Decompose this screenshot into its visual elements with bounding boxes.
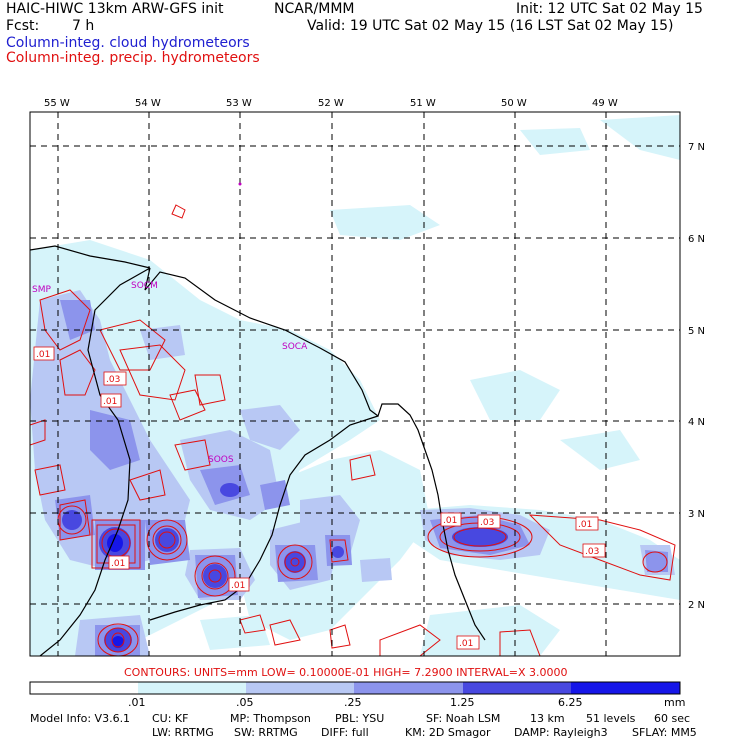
lon-label: 51 W	[410, 98, 436, 109]
lon-label: 55 W	[44, 98, 70, 109]
vertical-levels: 51 levels	[586, 712, 636, 725]
lon-label: 52 W	[318, 98, 344, 109]
station-label: SOCA	[282, 342, 308, 352]
lon-label: 54 W	[135, 98, 161, 109]
longwave-scheme: LW: RRTMG	[152, 726, 214, 739]
org-label: NCAR/MMM	[274, 1, 355, 17]
colorbar-tick: 6.25	[558, 696, 583, 709]
colorbar-bin	[463, 682, 571, 694]
surface-layer-option: SFLAY: MM5	[632, 726, 697, 739]
contour-label: .01	[443, 516, 457, 526]
model-version: Model Info: V3.6.1	[30, 712, 131, 725]
colorbar-bin	[246, 682, 354, 694]
station-label: SOCM	[131, 281, 158, 291]
diffusion-option: DIFF: full	[321, 726, 369, 739]
colorbar-bin	[571, 682, 680, 694]
microphysics-scheme: MP: Thompson	[230, 712, 311, 725]
contour-label: .01	[578, 520, 592, 530]
surface-scheme: SF: Noah LSM	[426, 712, 501, 725]
lat-labels: 7 N 6 N 5 N 4 N 3 N 2 N	[688, 142, 705, 611]
colorbar-tick: .01	[128, 696, 146, 709]
lat-label: 7 N	[688, 142, 705, 153]
model-title: HAIC-HIWC 13km ARW-GFS init	[6, 1, 224, 17]
contour-label: .01	[103, 397, 117, 407]
station-label: SOOS	[208, 455, 234, 465]
station-marker	[238, 182, 242, 186]
cloud-shading	[30, 115, 680, 656]
grid-lines	[30, 112, 680, 656]
colorbar-tick: .25	[344, 696, 362, 709]
lat-label: 6 N	[688, 234, 705, 245]
contour-label: .03	[480, 518, 494, 528]
lat-label: 3 N	[688, 509, 705, 520]
colorbar-bin	[138, 682, 246, 694]
lon-labels: 55 W 54 W 53 W 52 W 51 W 50 W 49 W	[44, 98, 618, 109]
station-label: SMP	[32, 285, 51, 295]
contour-label: .03	[106, 375, 120, 385]
lat-label: 5 N	[688, 326, 705, 337]
time-step: 60 sec	[654, 712, 691, 725]
lat-label: 4 N	[688, 417, 705, 428]
contour-label: .01	[111, 559, 125, 569]
colorbar	[29, 681, 681, 695]
contour-label: .01	[459, 639, 473, 649]
grid-spacing: 13 km	[530, 712, 565, 725]
map-frame	[29, 111, 681, 657]
colorbar-units: mm	[664, 696, 686, 709]
lon-label: 53 W	[226, 98, 252, 109]
forecast-label: Fcst:	[6, 18, 40, 34]
lon-label: 49 W	[592, 98, 618, 109]
colorbar-bin	[354, 682, 463, 694]
forecast-hours: 7 h	[72, 18, 95, 34]
valid-time: Valid: 19 UTC Sat 02 May 15 (16 LST Sat …	[307, 18, 674, 34]
cumulus-scheme: CU: KF	[152, 712, 189, 725]
precip-contours	[30, 204, 676, 656]
contour-label: .01	[231, 581, 245, 591]
field-precip-title: Column-integ. precip. hydrometeors	[6, 50, 260, 66]
contour-label: .03	[585, 547, 599, 557]
shortwave-scheme: SW: RRTMG	[234, 726, 298, 739]
station-labels: SMP SOCM SOCA SOOS	[32, 182, 308, 465]
lat-label: 2 N	[688, 600, 705, 611]
colorbar-tick: 1.25	[450, 696, 475, 709]
colorbar-bin	[30, 682, 138, 694]
lon-label: 50 W	[501, 98, 527, 109]
contour-info: CONTOURS: UNITS=mm LOW= 0.10000E-01 HIGH…	[124, 666, 568, 679]
damping-option: DAMP: Rayleigh3	[514, 726, 608, 739]
contour-value-labels: .01 .03 .01 .01 .01 .03 .01 .03 .01 .01	[33, 346, 606, 650]
eddy-coeff-option: KM: 2D Smagor	[405, 726, 491, 739]
init-time: Init: 12 UTC Sat 02 May 15	[516, 1, 703, 17]
coastline	[30, 245, 486, 656]
pbl-scheme: PBL: YSU	[335, 712, 385, 725]
colorbar-tick: .05	[236, 696, 254, 709]
field-cloud-title: Column-integ. cloud hydrometeors	[6, 35, 250, 51]
contour-label: .01	[36, 350, 50, 360]
